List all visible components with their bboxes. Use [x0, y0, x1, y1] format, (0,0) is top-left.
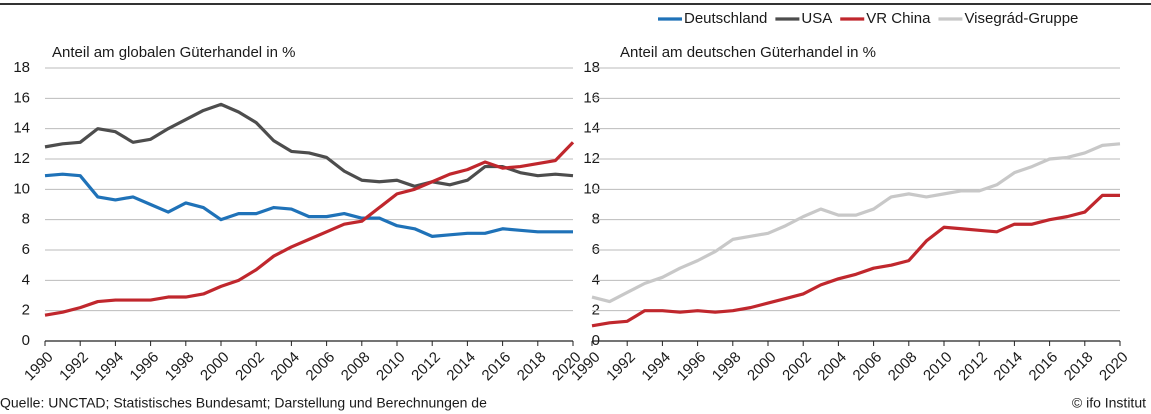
y-tick-label: 12: [583, 150, 600, 167]
x-tick-label: 2004: [267, 349, 303, 385]
x-tick-label: 2010: [373, 349, 409, 385]
axis-title: Anteil am globalen Güterhandel in %: [52, 44, 296, 61]
y-tick-label: 2: [592, 302, 600, 319]
x-tick-label: 1996: [674, 349, 710, 385]
legend-label: VR China: [866, 10, 931, 27]
y-tick-label: 8: [592, 211, 600, 228]
x-tick-label: 2014: [990, 349, 1026, 385]
axis-title: Anteil am deutschen Güterhandel in %: [620, 44, 876, 61]
y-tick-label: 4: [22, 271, 30, 288]
line-series: [44, 172, 573, 238]
x-tick-label: 2016: [479, 349, 515, 385]
x-tick-label: 2010: [920, 349, 956, 385]
legend-label: Deutschland: [684, 10, 767, 27]
line-series: [591, 142, 1121, 304]
line-series: [44, 141, 575, 317]
x-tick-label: 2018: [1061, 349, 1097, 385]
y-tick-label: 4: [592, 271, 600, 288]
x-tick-label: 2008: [338, 349, 374, 385]
y-tick-label: 10: [13, 180, 30, 197]
credit: © ifo Institut: [1072, 395, 1146, 411]
x-tick-label: 2006: [850, 349, 886, 385]
y-tick-label: 10: [583, 180, 600, 197]
x-tick-label: 1992: [603, 349, 639, 385]
y-tick-label: 8: [22, 211, 30, 228]
x-tick-label: 1994: [638, 349, 674, 385]
y-tick-label: 16: [583, 89, 600, 106]
x-tick-label: 2020: [1096, 349, 1132, 385]
x-tick-label: 1994: [91, 349, 127, 385]
x-tick-label: 2012: [408, 349, 444, 385]
legend-label: USA: [801, 10, 832, 27]
x-tick-label: 1990: [21, 349, 57, 385]
y-tick-label: 18: [13, 59, 30, 76]
y-tick-label: 0: [22, 332, 30, 349]
line-series: [44, 102, 574, 188]
legend-label: Visegrád-Gruppe: [964, 10, 1078, 27]
y-tick-label: 6: [592, 241, 600, 258]
x-tick-label: 2002: [232, 349, 268, 385]
y-tick-label: 14: [13, 120, 30, 137]
x-tick-label: 2014: [443, 349, 479, 385]
x-tick-label: 2008: [885, 349, 921, 385]
x-tick-label: 2012: [955, 349, 991, 385]
x-tick-label: 2002: [779, 349, 815, 385]
x-tick-label: 2018: [514, 349, 550, 385]
y-tick-label: 18: [583, 59, 600, 76]
y-tick-label: 16: [13, 89, 30, 106]
x-tick-label: 1996: [127, 349, 163, 385]
x-tick-label: 2006: [303, 349, 339, 385]
y-tick-label: 12: [13, 150, 30, 167]
x-tick-label: 2016: [1026, 349, 1062, 385]
x-tick-label: 1998: [709, 349, 745, 385]
x-tick-label: 2004: [814, 349, 850, 385]
x-tick-label: 1998: [162, 349, 198, 385]
y-tick-label: 14: [583, 120, 600, 137]
y-tick-label: 6: [22, 241, 30, 258]
source: Quelle: UNCTAD; Statistisches Bundesamt;…: [0, 395, 487, 411]
x-tick-label: 1992: [56, 349, 92, 385]
line-series: [591, 193, 1120, 328]
x-tick-label: 2000: [744, 349, 780, 385]
y-tick-label: 2: [22, 302, 30, 319]
x-tick-label: 2000: [197, 349, 233, 385]
